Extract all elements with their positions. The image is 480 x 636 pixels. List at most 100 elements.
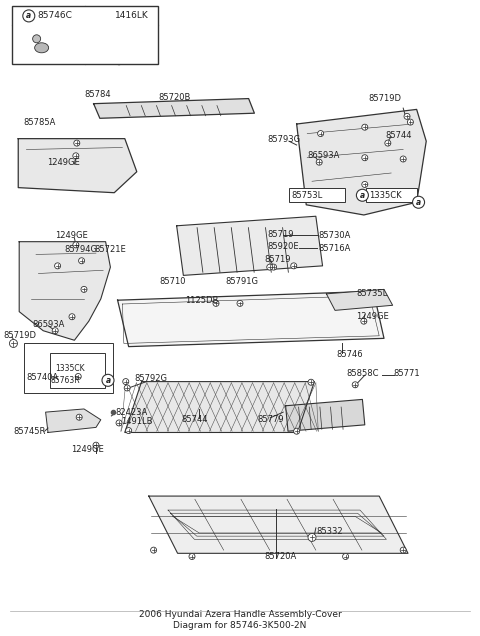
Bar [24, 343, 113, 393]
Text: 1249GE: 1249GE [47, 158, 80, 167]
Circle shape [356, 190, 369, 201]
Text: 85720A: 85720A [264, 552, 296, 561]
Text: 85721E: 85721E [94, 245, 126, 254]
Text: 1335CK: 1335CK [369, 191, 401, 200]
Circle shape [74, 140, 80, 146]
Circle shape [385, 140, 391, 146]
Text: 85793G: 85793G [268, 135, 301, 144]
Circle shape [10, 340, 17, 347]
Text: 85720B: 85720B [158, 93, 191, 102]
Circle shape [93, 442, 99, 448]
Ellipse shape [35, 43, 48, 53]
Text: 85745R: 85745R [13, 427, 46, 436]
Circle shape [102, 375, 114, 386]
Text: 85740A: 85740A [26, 373, 59, 382]
Text: 85794G: 85794G [65, 245, 98, 254]
Text: 85763R: 85763R [50, 376, 80, 385]
Text: a: a [360, 191, 365, 200]
Text: 85332: 85332 [317, 527, 343, 536]
Text: 85744: 85744 [385, 131, 411, 140]
Bar [366, 188, 417, 202]
Text: 85920E: 85920E [268, 242, 300, 251]
Text: 1249GE: 1249GE [356, 312, 389, 321]
Polygon shape [149, 496, 408, 553]
Text: 85710: 85710 [159, 277, 186, 286]
Circle shape [73, 242, 79, 248]
Polygon shape [286, 399, 365, 431]
Circle shape [362, 124, 368, 130]
Polygon shape [19, 242, 110, 340]
Text: 1416LK: 1416LK [115, 11, 149, 20]
Text: 85792G: 85792G [134, 374, 168, 383]
Circle shape [69, 314, 75, 320]
Text: 86593A: 86593A [307, 151, 339, 160]
Circle shape [23, 10, 35, 22]
Text: 85716A: 85716A [318, 244, 350, 252]
Text: 85858C: 85858C [347, 369, 379, 378]
Circle shape [404, 113, 410, 120]
Text: 85746C: 85746C [37, 11, 72, 20]
Circle shape [33, 35, 41, 43]
Circle shape [126, 427, 132, 434]
Polygon shape [177, 216, 323, 275]
Circle shape [361, 318, 367, 324]
Polygon shape [297, 109, 426, 215]
Bar [50, 353, 105, 388]
Polygon shape [94, 99, 254, 118]
Text: 85719D: 85719D [4, 331, 37, 340]
Circle shape [151, 547, 156, 553]
Circle shape [294, 428, 300, 434]
Text: 85784: 85784 [84, 90, 110, 99]
Circle shape [116, 420, 122, 426]
Circle shape [81, 286, 87, 293]
Circle shape [267, 264, 273, 270]
Text: 1249GE: 1249GE [71, 445, 104, 454]
Text: 85771: 85771 [394, 369, 420, 378]
Polygon shape [125, 382, 314, 432]
Circle shape [343, 553, 348, 560]
Circle shape [189, 553, 195, 560]
Text: 85735L: 85735L [356, 289, 387, 298]
Text: 82423A: 82423A [115, 408, 147, 417]
Text: 1491LB: 1491LB [121, 417, 153, 426]
Circle shape [79, 258, 84, 264]
Bar [12, 6, 158, 64]
Circle shape [237, 300, 243, 307]
Text: 85719: 85719 [264, 255, 290, 264]
Text: 85719D: 85719D [369, 94, 402, 103]
Text: a: a [26, 11, 31, 20]
Circle shape [55, 263, 60, 269]
Circle shape [52, 328, 58, 334]
Polygon shape [18, 139, 137, 193]
Circle shape [124, 385, 130, 391]
Circle shape [400, 156, 406, 162]
Circle shape [123, 378, 129, 385]
Text: 85785A: 85785A [23, 118, 55, 127]
Text: 85746: 85746 [336, 350, 362, 359]
Text: 85744: 85744 [181, 415, 208, 424]
Circle shape [413, 197, 424, 208]
Circle shape [75, 373, 81, 380]
Text: 1249GE: 1249GE [55, 231, 88, 240]
Circle shape [316, 159, 322, 165]
Circle shape [400, 547, 406, 553]
Circle shape [408, 119, 413, 125]
Circle shape [362, 181, 368, 188]
Ellipse shape [31, 36, 59, 56]
Polygon shape [46, 409, 101, 432]
Circle shape [308, 534, 316, 541]
Text: 86593A: 86593A [33, 320, 65, 329]
Text: 2006 Hyundai Azera Handle Assembly-Cover
Diagram for 85746-3K500-2N: 2006 Hyundai Azera Handle Assembly-Cover… [139, 611, 341, 630]
Text: 85791G: 85791G [226, 277, 259, 286]
Polygon shape [326, 289, 393, 310]
Circle shape [76, 414, 82, 420]
Text: 85719: 85719 [268, 230, 294, 238]
Circle shape [352, 382, 358, 388]
Bar [289, 188, 345, 202]
Circle shape [271, 264, 276, 270]
Circle shape [73, 153, 79, 159]
Circle shape [362, 155, 368, 161]
Text: 85779: 85779 [257, 415, 284, 424]
Text: 1335CK: 1335CK [55, 364, 85, 373]
Text: 1125DB: 1125DB [185, 296, 218, 305]
